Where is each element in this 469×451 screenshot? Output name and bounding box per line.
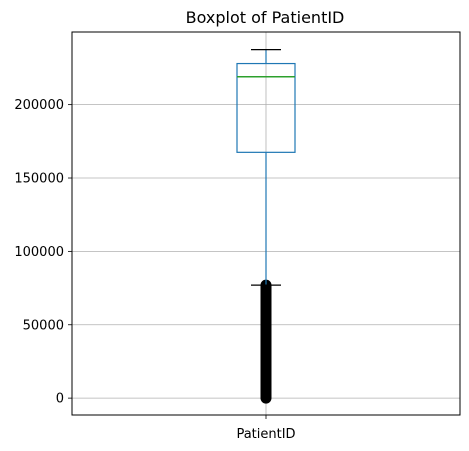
- plot-marks: [236, 49, 296, 404]
- x-axis: PatientID: [236, 415, 296, 442]
- y-tick-label: 100000: [14, 245, 64, 260]
- y-tick-label: 0: [56, 392, 64, 407]
- y-tick-label: 200000: [14, 98, 64, 113]
- x-tick-label: PatientID: [236, 427, 295, 442]
- y-axis: 0 50000 100000 150000 200000: [14, 98, 72, 407]
- iqr-box: [236, 62, 296, 153]
- chart-title: Boxplot of PatientID: [186, 8, 345, 27]
- y-tick-label: 150000: [14, 172, 64, 187]
- y-tick-label: 50000: [23, 318, 64, 333]
